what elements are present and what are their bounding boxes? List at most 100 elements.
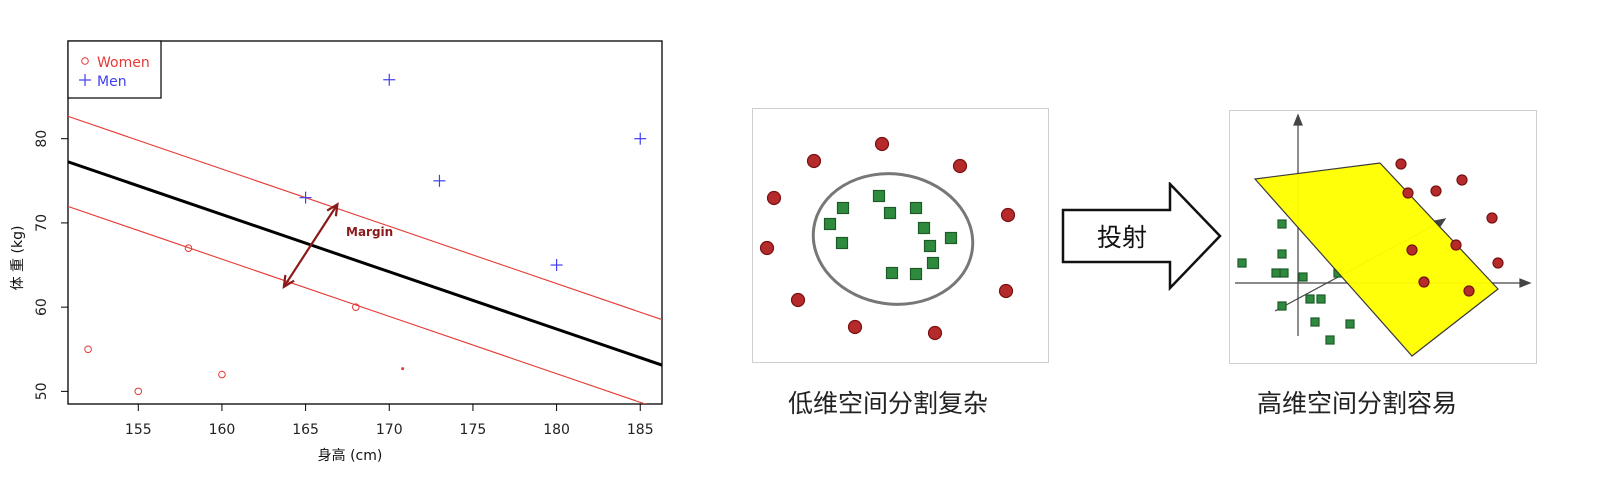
point-women bbox=[134, 387, 143, 396]
z-arrowhead bbox=[1293, 113, 1303, 126]
high-dim-panel bbox=[1229, 110, 1537, 364]
projection-arrow: 投射 bbox=[1061, 182, 1222, 292]
margin-arrow-shaft bbox=[282, 203, 339, 288]
data-points bbox=[84, 73, 647, 396]
plot-area: 155 160 165 170 175 180 185 50 60 70 80 Margin bbox=[34, 40, 663, 438]
red-point bbox=[1402, 187, 1414, 199]
green-point bbox=[1345, 319, 1355, 329]
y-tick-label: 70 bbox=[34, 214, 50, 232]
red-point bbox=[1486, 212, 1498, 224]
x-tick-label: 185 bbox=[627, 422, 654, 438]
red-point bbox=[1492, 257, 1504, 269]
green-point bbox=[1271, 268, 1281, 278]
x-tick-label: 175 bbox=[460, 422, 487, 438]
green-points bbox=[823, 189, 958, 281]
green-point bbox=[926, 256, 940, 270]
green-point bbox=[1298, 272, 1308, 282]
red-point bbox=[1395, 158, 1407, 170]
red-points bbox=[1395, 158, 1504, 297]
y-axis: 50 60 70 80 bbox=[34, 130, 68, 400]
red-points bbox=[759, 136, 1016, 341]
point-men bbox=[634, 132, 647, 145]
green-point bbox=[1310, 317, 1320, 327]
red-point bbox=[1456, 174, 1468, 186]
red-point bbox=[1450, 239, 1462, 251]
legend: Women Men bbox=[67, 40, 162, 99]
point-women bbox=[351, 303, 360, 311]
point-men bbox=[299, 191, 312, 204]
red-point bbox=[806, 153, 822, 169]
red-point bbox=[874, 136, 890, 152]
green-points bbox=[1237, 219, 1355, 345]
red-point bbox=[927, 325, 943, 341]
y-tick-label: 80 bbox=[34, 130, 50, 148]
y-tick-label: 60 bbox=[34, 298, 50, 316]
green-point bbox=[1277, 301, 1287, 311]
decision-boundary-line bbox=[68, 160, 662, 367]
margin-annotation: Margin bbox=[282, 202, 393, 290]
green-point bbox=[1316, 294, 1326, 304]
x-tick-label: 155 bbox=[125, 422, 152, 438]
x-tick-label: 180 bbox=[543, 422, 570, 438]
low-dim-panel bbox=[752, 108, 1049, 363]
boundary-ellipse bbox=[811, 172, 975, 306]
red-point bbox=[847, 319, 863, 335]
x-tick-label: 165 bbox=[292, 422, 319, 438]
x-tick-label: 160 bbox=[209, 422, 236, 438]
arrow-label: 投射 bbox=[1097, 223, 1147, 252]
y-tick-label: 50 bbox=[34, 382, 50, 400]
legend-women-label: Women bbox=[97, 55, 150, 71]
x-axis: 155 160 165 170 175 180 185 bbox=[125, 404, 654, 438]
green-point bbox=[909, 201, 923, 215]
point-women bbox=[218, 370, 226, 379]
red-point bbox=[766, 190, 782, 206]
low-dim-caption: 低维空间分割复杂 bbox=[788, 389, 989, 418]
margin-label: Margin bbox=[346, 225, 393, 239]
green-point bbox=[1305, 294, 1315, 304]
margin-line-1 bbox=[68, 115, 662, 321]
green-point bbox=[1237, 258, 1247, 268]
y-axis-label: 体 重 (kg) bbox=[10, 226, 26, 291]
point-women bbox=[184, 244, 193, 252]
green-point bbox=[1277, 249, 1287, 259]
low-dim-diagram bbox=[759, 136, 1016, 341]
x-axis-label: 身高 (cm) bbox=[318, 447, 383, 464]
green-point bbox=[909, 267, 923, 281]
red-point bbox=[790, 292, 806, 308]
red-point bbox=[952, 158, 968, 174]
point-stray bbox=[401, 367, 405, 371]
green-point bbox=[836, 201, 850, 215]
red-point bbox=[1406, 244, 1418, 256]
point-men bbox=[433, 174, 446, 187]
red-point bbox=[1463, 285, 1475, 297]
point-men bbox=[550, 259, 563, 272]
green-point bbox=[835, 236, 849, 250]
green-point bbox=[1279, 268, 1289, 278]
separating-plane bbox=[1253, 162, 1499, 357]
x-tick-label: 170 bbox=[376, 422, 403, 438]
legend-men-marker bbox=[79, 74, 91, 86]
green-point bbox=[944, 231, 958, 245]
point-men bbox=[383, 73, 396, 86]
red-point bbox=[998, 283, 1014, 299]
high-dim-diagram bbox=[1235, 113, 1532, 357]
red-point bbox=[759, 240, 775, 256]
svm-margin-chart: 155 160 165 170 175 180 185 50 60 70 80 Margin Wo… bbox=[10, 40, 663, 464]
legend-men-label: Men bbox=[97, 74, 127, 90]
green-point bbox=[923, 239, 937, 253]
red-point bbox=[1430, 185, 1442, 197]
green-point bbox=[883, 206, 897, 220]
green-point bbox=[823, 217, 837, 231]
margin-arrow-head-bottom bbox=[282, 274, 295, 290]
red-point bbox=[1000, 207, 1016, 223]
margin-arrow-head-top bbox=[326, 202, 339, 217]
legend-women-marker bbox=[81, 57, 89, 65]
point-women bbox=[84, 345, 92, 354]
red-point bbox=[1418, 276, 1430, 288]
green-point bbox=[885, 266, 899, 280]
green-point bbox=[1325, 335, 1335, 345]
green-point bbox=[917, 221, 931, 235]
x-arrowhead bbox=[1519, 278, 1532, 288]
decision-lines bbox=[68, 115, 662, 404]
green-point bbox=[1277, 219, 1287, 229]
